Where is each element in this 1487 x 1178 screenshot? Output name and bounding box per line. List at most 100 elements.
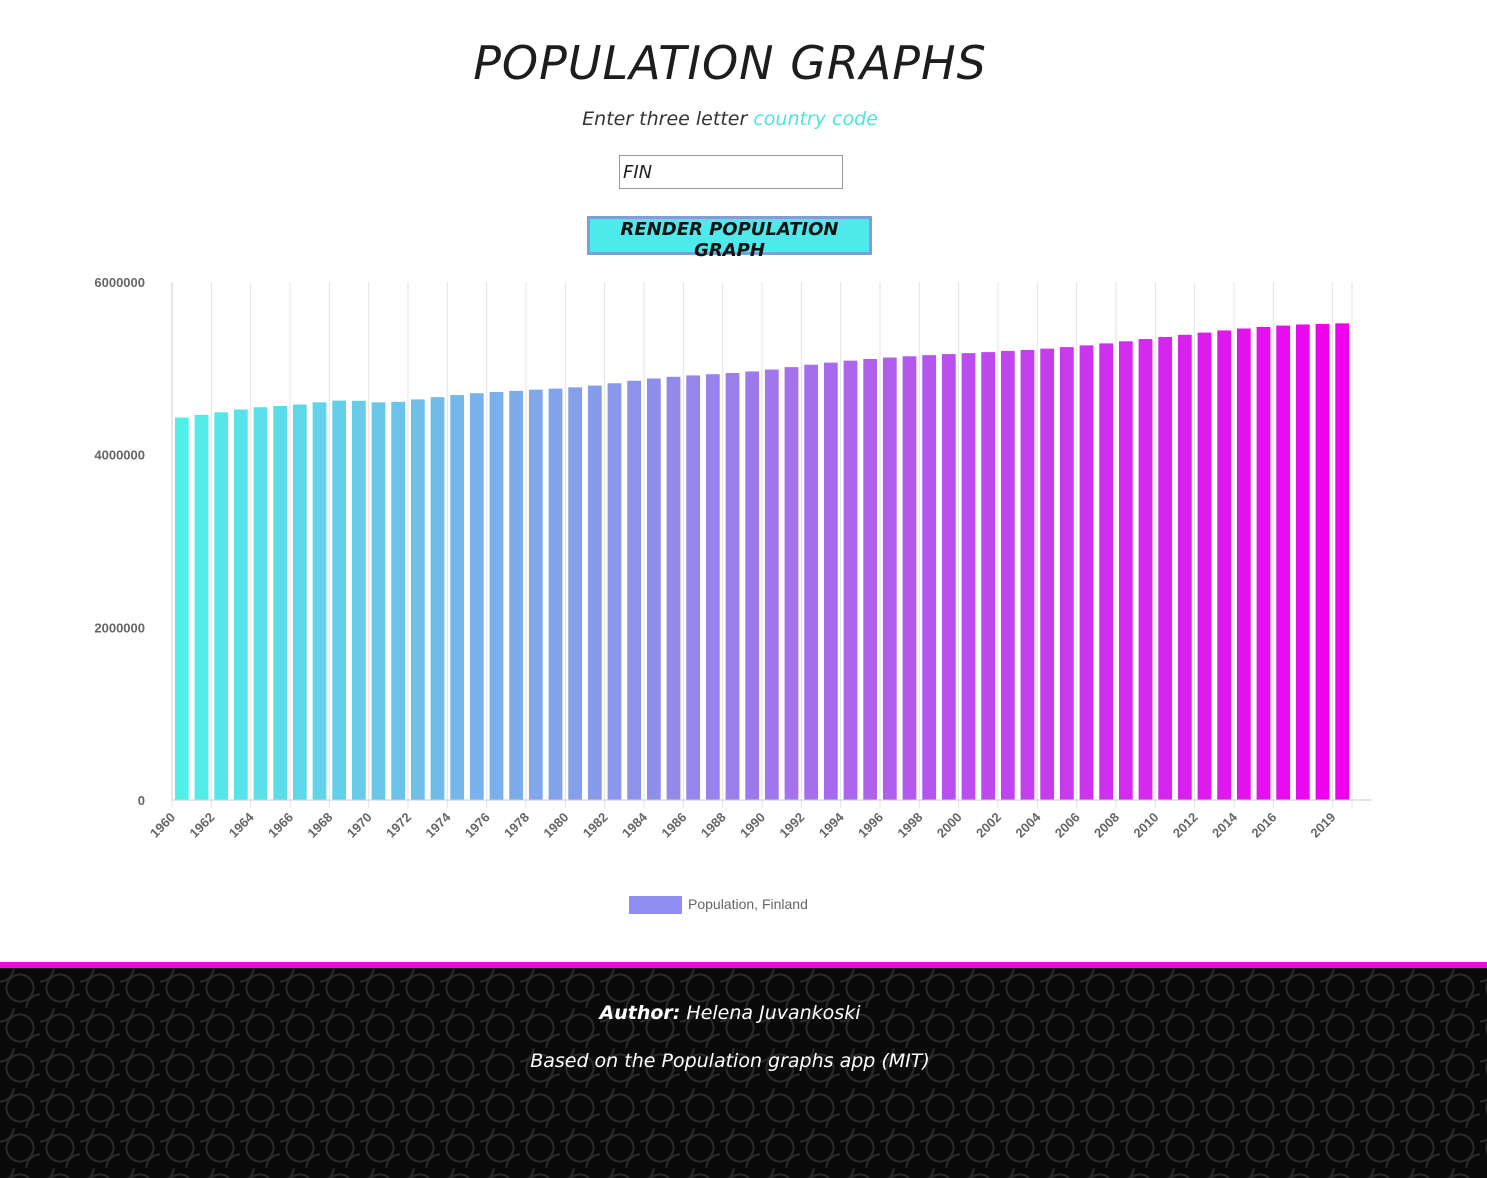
bar-2011[interactable] bbox=[1177, 334, 1192, 800]
y-tick-label-3: 6000000 bbox=[94, 275, 145, 290]
bar-1998[interactable] bbox=[922, 355, 937, 800]
x-tick-label-28: 2016 bbox=[1248, 810, 1279, 841]
author-label: Author: bbox=[599, 1002, 681, 1024]
bar-1989[interactable] bbox=[745, 371, 760, 800]
bar-1994[interactable] bbox=[843, 360, 858, 800]
x-tick-label-29: 2019 bbox=[1307, 810, 1338, 841]
bar-1960[interactable] bbox=[174, 417, 189, 800]
bar-2002[interactable] bbox=[1000, 350, 1015, 800]
bar-1997[interactable] bbox=[902, 356, 917, 800]
bar-1961[interactable] bbox=[194, 414, 209, 800]
x-tick-label-6: 1972 bbox=[383, 810, 414, 841]
x-tick-label-21: 2002 bbox=[973, 810, 1004, 841]
bar-1969[interactable] bbox=[351, 400, 366, 800]
page-title: POPULATION GRAPHS bbox=[473, 36, 987, 90]
bar-1976[interactable] bbox=[489, 391, 504, 800]
bar-1968[interactable] bbox=[332, 400, 347, 800]
bar-2000[interactable] bbox=[961, 353, 976, 800]
x-tick-label-11: 1982 bbox=[580, 810, 611, 841]
x-axis-tick-labels: 1960 1962 1964 1966 1968 1970 1972 1974 1976 1978… bbox=[147, 809, 1338, 841]
render-population-graph-button[interactable]: RENDER POPULATION GRAPH bbox=[587, 216, 872, 261]
footer-author: Author: Helena Juvankoski bbox=[0, 1002, 1460, 1024]
bar-1967[interactable] bbox=[312, 402, 327, 800]
bar-2007[interactable] bbox=[1099, 343, 1114, 800]
bar-1985[interactable] bbox=[666, 376, 681, 800]
x-tick-label-12: 1984 bbox=[619, 809, 651, 841]
bar-2001[interactable] bbox=[981, 352, 996, 800]
bar-2014[interactable] bbox=[1236, 328, 1251, 800]
bar-1971[interactable] bbox=[391, 401, 406, 800]
bar-1993[interactable] bbox=[823, 362, 838, 800]
bar-1962[interactable] bbox=[214, 412, 229, 800]
x-tick-label-23: 2006 bbox=[1052, 810, 1083, 841]
bar-1987[interactable] bbox=[705, 374, 720, 800]
bar-1977[interactable] bbox=[509, 390, 524, 800]
bar-1983[interactable] bbox=[627, 380, 642, 800]
bar-2012[interactable] bbox=[1197, 332, 1212, 800]
bar-1975[interactable] bbox=[469, 393, 484, 800]
x-tick-label-4: 1968 bbox=[304, 810, 335, 841]
bar-2013[interactable] bbox=[1217, 330, 1232, 800]
bar-2019[interactable] bbox=[1335, 323, 1350, 800]
bar-2003[interactable] bbox=[1020, 349, 1035, 800]
bar-1972[interactable] bbox=[410, 399, 425, 800]
x-tick-label-7: 1974 bbox=[422, 809, 454, 841]
country-code-link[interactable]: country code bbox=[753, 108, 878, 130]
y-tick-label-0: 0 bbox=[138, 793, 145, 808]
x-tick-label-17: 1994 bbox=[816, 809, 848, 841]
bar-2009[interactable] bbox=[1138, 339, 1153, 800]
x-tick-label-1: 1962 bbox=[186, 810, 217, 841]
author-name: Helena Juvankoski bbox=[686, 1002, 861, 1024]
subtitle: Enter three letter country code bbox=[0, 108, 1460, 130]
bar-1980[interactable] bbox=[568, 387, 583, 800]
x-tick-label-3: 1966 bbox=[265, 810, 296, 841]
bar-1963[interactable] bbox=[233, 409, 248, 800]
bar-2008[interactable] bbox=[1118, 341, 1133, 800]
x-tick-label-2: 1964 bbox=[226, 809, 258, 841]
bar-2004[interactable] bbox=[1040, 348, 1055, 800]
x-tick-label-24: 2008 bbox=[1091, 810, 1122, 841]
bar-2017[interactable] bbox=[1295, 324, 1310, 800]
x-tick-label-18: 1996 bbox=[855, 810, 886, 841]
bar-2010[interactable] bbox=[1158, 336, 1173, 800]
x-tick-label-22: 2004 bbox=[1012, 809, 1044, 841]
bar-1970[interactable] bbox=[371, 402, 386, 800]
x-tick-label-19: 1998 bbox=[894, 810, 925, 841]
bar-2016[interactable] bbox=[1276, 325, 1291, 800]
chart-legend[interactable]: Population, Finland bbox=[629, 896, 808, 914]
legend-swatch bbox=[629, 896, 682, 914]
chart-grid bbox=[171, 282, 1353, 808]
bar-2005[interactable] bbox=[1059, 347, 1074, 800]
bar-1964[interactable] bbox=[253, 407, 268, 800]
bar-2018[interactable] bbox=[1315, 323, 1330, 800]
bar-1988[interactable] bbox=[725, 372, 740, 800]
footer-based-on: Based on the Population graphs app (MIT) bbox=[530, 1050, 930, 1072]
x-tick-label-20: 2000 bbox=[934, 810, 965, 841]
bar-1999[interactable] bbox=[941, 354, 956, 800]
bar-1966[interactable] bbox=[292, 404, 307, 800]
legend-label: Population, Finland bbox=[688, 896, 808, 912]
bar-1991[interactable] bbox=[784, 367, 799, 800]
bar-1990[interactable] bbox=[764, 369, 779, 800]
x-tick-label-0: 1960 bbox=[147, 810, 178, 841]
bar-1996[interactable] bbox=[882, 357, 897, 800]
bar-1974[interactable] bbox=[450, 395, 465, 800]
x-tick-label-16: 1992 bbox=[776, 810, 807, 841]
country-code-input[interactable] bbox=[619, 155, 843, 189]
x-tick-label-5: 1970 bbox=[344, 810, 375, 841]
bar-1973[interactable] bbox=[430, 397, 445, 800]
bar-1981[interactable] bbox=[587, 385, 602, 800]
bar-1979[interactable] bbox=[548, 388, 563, 800]
bar-2006[interactable] bbox=[1079, 345, 1094, 800]
x-tick-label-15: 1990 bbox=[737, 810, 768, 841]
bar-1986[interactable] bbox=[686, 375, 701, 800]
bar-1995[interactable] bbox=[863, 359, 878, 800]
bar-1982[interactable] bbox=[607, 383, 622, 800]
bar-1965[interactable] bbox=[273, 405, 288, 800]
bar-2015[interactable] bbox=[1256, 326, 1271, 800]
bar-1984[interactable] bbox=[646, 378, 661, 800]
bar-1992[interactable] bbox=[804, 364, 819, 800]
bar-1978[interactable] bbox=[528, 389, 543, 800]
